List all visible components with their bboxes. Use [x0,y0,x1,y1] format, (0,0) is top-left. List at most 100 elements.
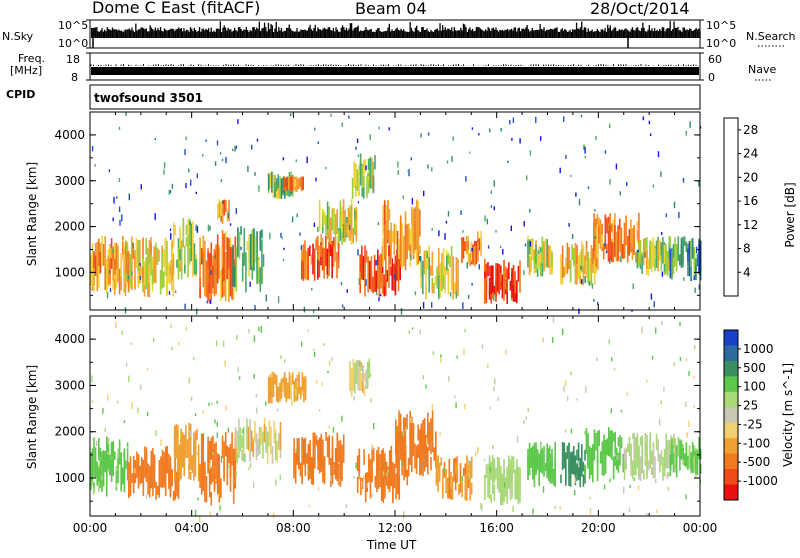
power-echo [169,265,171,275]
power-speckle [423,190,425,197]
velocity-echo [584,449,586,461]
velocity-echo [425,445,427,468]
power-echo [238,231,241,259]
power-echo [615,231,618,246]
velocity-echo [172,491,175,502]
nsky-bar [348,28,350,38]
velocity-speckle [366,483,368,488]
velocity-echo [652,455,655,473]
nsky-bar [601,29,604,38]
velocity-speckle [456,355,458,359]
nsky-bar [501,29,504,38]
velocity-speckle [371,493,374,497]
velocity-speckle [104,427,106,432]
velocity-echo [90,452,92,487]
nsky-bar [322,28,324,38]
power-speckle [637,249,639,253]
power-echo [123,278,126,290]
power-echo [101,235,103,266]
power-echo [221,249,224,298]
power-echo [630,219,632,244]
nsky-bar [323,27,325,38]
nsky-bar [315,31,318,38]
nsky-bar [326,29,328,38]
nsky-bar [414,27,416,38]
nsky-bar [141,27,143,38]
power-echo [610,242,613,262]
nsky-bar [223,25,225,38]
velocity-echo [581,465,583,477]
power-echo [544,238,547,269]
nsky-bar [423,30,426,38]
velocity-speckle [628,507,631,513]
power-echo [372,175,375,192]
nsky-bar [231,31,233,38]
velocity-echo [213,460,216,492]
nsky-bar [91,27,93,38]
velocity-speckle [216,432,218,438]
power-echo [512,275,515,302]
power-echo [652,237,655,263]
velocity-echo [582,461,585,472]
power-speckle [493,206,495,211]
nsky-bar [689,28,691,38]
velocity-speckle [332,426,335,433]
power-echo [220,270,222,301]
velocity-echo [466,489,468,501]
velocity-colorbar-swatch [724,345,738,362]
nsky-bar [503,30,505,38]
nsky-bar [349,23,351,38]
velocity-echo [609,445,612,456]
nsky-bar [344,30,346,38]
velocity-speckle [197,451,199,456]
power-echo [156,247,159,265]
velocity-speckle [468,473,470,480]
power-echo [302,244,305,262]
velocity-echo [592,452,594,462]
velocity-speckle [197,497,199,501]
nsky-bar [245,27,247,38]
velocity-speckle [227,464,230,469]
power-echo [337,260,340,269]
velocity-echo [280,386,283,399]
velocity-echo [635,451,637,476]
velocity-speckle [616,454,619,460]
velocity-echo [267,377,270,393]
velocity-echo [509,463,512,488]
velocity-echo [102,454,105,469]
power-speckle [524,243,527,247]
velocity-echo [541,448,544,474]
velocity-echo [173,445,176,483]
power-echo [666,250,669,277]
velocity-echo [685,457,688,466]
nsky-bar [419,31,422,38]
power-echo [267,173,270,191]
velocity-echo [336,439,339,468]
velocity-speckle [623,486,625,494]
velocity-speckle [363,475,365,480]
power-echo [699,268,702,281]
nsky-bar [552,29,554,38]
power-echo [129,254,131,284]
power-echo [438,266,440,300]
velocity-speckle [92,488,95,495]
velocity-echo [623,449,626,460]
power-speckle [375,259,377,266]
nsky-bar [302,29,305,38]
power-speckle [467,294,470,299]
velocity-speckle [554,506,556,509]
power-echo [385,248,387,281]
power-echo [221,245,224,268]
velocity-speckle [225,405,227,411]
nsky-bar [538,29,540,38]
power-speckle [139,276,142,280]
velocity-colorbar-frame [723,329,739,501]
nsky-bar [549,28,552,38]
nsky-bar [482,30,484,38]
velocity-echo [137,457,140,472]
nsky-bar [595,31,597,38]
nsky-bar [364,29,366,38]
velocity-speckle [477,446,479,454]
power-echo [540,251,542,263]
